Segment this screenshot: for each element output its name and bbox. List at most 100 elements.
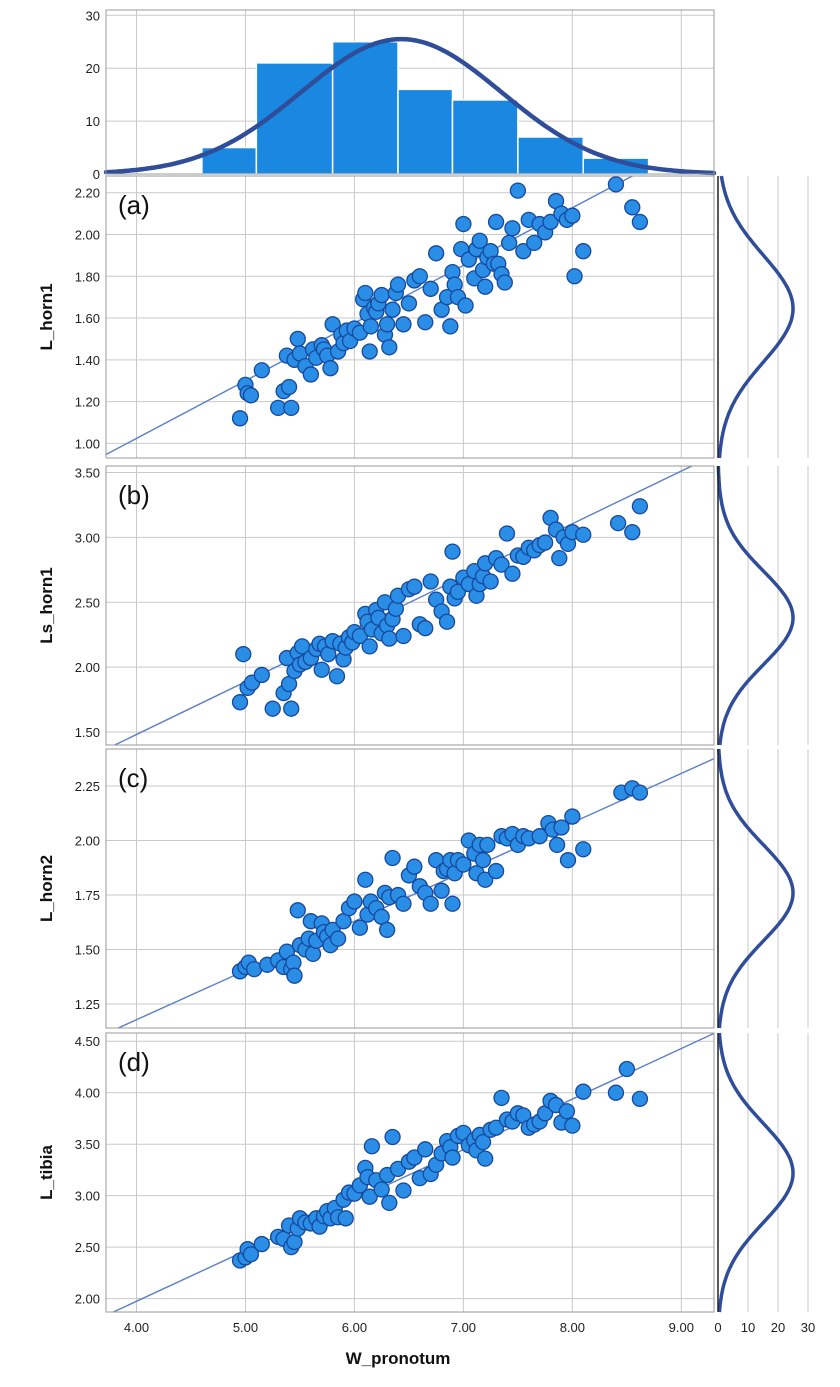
panel-c-point-67 [531, 828, 548, 845]
panel-b-ylabel: Ls_horn1 [37, 567, 56, 644]
panel-d-ytick-3: 3.50 [75, 1137, 100, 1152]
panel-b-point-48 [422, 573, 439, 590]
panel-a-point-87 [575, 243, 592, 260]
panel-d-point-31 [373, 1181, 390, 1198]
panel-a-point-11 [289, 330, 306, 348]
panel-a-point-48 [417, 314, 434, 331]
panel-d-point-3 [242, 1246, 260, 1263]
panel-b-point-51 [438, 613, 456, 630]
panel-c-ytick-4: 2.25 [75, 779, 100, 794]
normal-curves-layer [103, 36, 795, 1313]
panel-a-point-73 [501, 234, 518, 251]
top-hist-normal-curve [103, 36, 717, 176]
panel-b-ytick-4: 3.50 [75, 465, 100, 480]
panel-d-point-29 [363, 1138, 381, 1155]
panel-d-point-70 [564, 1117, 581, 1134]
panel-b-point-4 [253, 666, 270, 684]
panel-c-point-36 [384, 849, 401, 867]
panel-b-point-63 [482, 573, 499, 590]
panel-c-point-40 [406, 858, 423, 875]
panel-c-point-59 [479, 836, 496, 854]
panel-d-point-38 [406, 1149, 423, 1166]
top-hist-ytick-0: 0 [93, 167, 100, 182]
rhist-x-tick-2: 20 [771, 1320, 785, 1335]
panel-d-point-34 [384, 1128, 401, 1146]
panel-c-point-52 [455, 856, 472, 873]
panel-d-point-9 [286, 1233, 303, 1251]
panel-d-ylabel: L_tibia [37, 1145, 56, 1200]
panel-a-ytick-6: 2.20 [75, 186, 100, 201]
panel-a-point-89 [624, 199, 641, 216]
panel-b-fit-line [113, 466, 694, 745]
panel-d-ytick-1: 2.50 [75, 1240, 100, 1255]
panel-b-point-55 [449, 583, 467, 601]
panel-d-ytick-4: 4.00 [75, 1086, 100, 1101]
panel-d-ytick-5: 4.50 [75, 1034, 100, 1049]
panel-a-point-45 [400, 295, 418, 312]
histogram-bars-layer [201, 40, 650, 175]
panel-c-point-10 [286, 967, 303, 984]
panel-b-point-22 [328, 668, 346, 685]
text-layer: 0 10 20 30 1.00 1.20 1.40 1.60 1.80 2.00 2.20 (a) L_… [37, 8, 815, 1368]
panel-a-point-14 [302, 366, 319, 383]
top-hist-ytick-1: 10 [86, 114, 100, 129]
panel-c-ytick-2: 1.75 [75, 888, 100, 903]
panel-a-ytick-1: 1.20 [75, 395, 100, 410]
panel-c-point-43 [422, 895, 439, 912]
panel-a-ytick-5: 2.00 [75, 227, 100, 242]
panel-a-point-86 [566, 268, 583, 285]
x-tick-4: 8.00 [560, 1320, 585, 1335]
panel-d-point-53 [474, 1133, 492, 1151]
panel-d-rhist-normal-curve [717, 1032, 795, 1313]
panel-c-point-71 [553, 819, 570, 836]
panel-a-point-53 [442, 318, 459, 335]
panel-b-point-39 [381, 630, 398, 647]
panel-b-point-45 [406, 578, 423, 595]
scatter-points-layer [231, 176, 649, 1269]
panel-c-frame [105, 748, 715, 1029]
panel-c-rhist-normal-curve [717, 748, 795, 1029]
x-tick-3: 7.00 [451, 1320, 476, 1335]
panel-c-point-58 [477, 871, 494, 888]
panel-c-ylabel: L_horn2 [37, 855, 56, 922]
panel-c-point-26 [346, 893, 363, 910]
panel-c-point-77 [631, 784, 649, 801]
panel-d-point-54 [477, 1150, 494, 1167]
panel-d-fit-line [111, 1033, 714, 1312]
panel-c-fit-line [116, 757, 714, 1028]
panel-b-ytick-0: 1.50 [75, 725, 100, 740]
panel-a-ylabel: L_horn1 [37, 283, 56, 350]
panel-b-point-67 [504, 565, 521, 582]
panel-b-point-66 [498, 525, 516, 542]
panel-b-rhist-normal-curve [716, 466, 795, 746]
panel-b-point-53 [444, 543, 461, 560]
top-hist-frame [105, 9, 715, 175]
panel-a-point-43 [389, 276, 407, 293]
panel-a-point-88 [607, 176, 625, 193]
panel-b-ytick-3: 3.00 [75, 530, 100, 545]
panel-c-point-74 [575, 841, 592, 858]
panel-b-point-80 [575, 526, 592, 543]
top-hist-bar-4 [451, 99, 519, 175]
rhist-x-tick-0: 0 [714, 1320, 721, 1335]
panel-b-point-0 [231, 694, 249, 711]
panel-d-point-22 [337, 1210, 354, 1227]
panel-a-point-39 [378, 316, 396, 333]
panel-a-point-3 [242, 387, 260, 404]
top-hist-ytick-2: 20 [86, 61, 100, 76]
frames-layer [105, 9, 719, 1313]
panel-a-point-75 [509, 182, 527, 199]
panel-c-ytick-3: 2.00 [75, 834, 100, 849]
rhist-x-tick-1: 10 [741, 1320, 755, 1335]
panel-c-point-28 [357, 871, 374, 888]
panel-b-point-1 [235, 646, 252, 663]
panel-b-label: (b) [118, 480, 150, 510]
panel-c-point-27 [351, 919, 369, 936]
panel-b-point-47 [417, 620, 434, 637]
panel-d-point-56 [487, 1119, 505, 1136]
x-tick-1: 5.00 [233, 1320, 258, 1335]
panel-a-point-8 [280, 378, 298, 396]
panel-b-point-73 [536, 534, 554, 551]
panel-a-ytick-2: 1.40 [75, 353, 100, 368]
top-hist-bar-5 [517, 136, 584, 175]
